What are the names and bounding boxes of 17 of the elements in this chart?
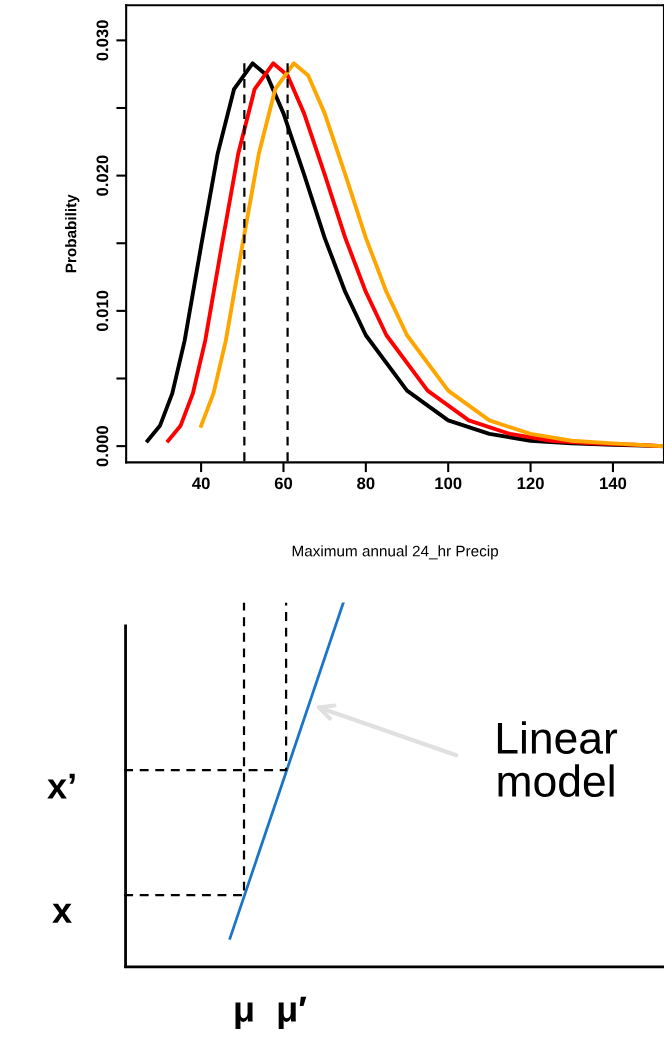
x-tick-label: 80 — [357, 477, 375, 490]
y-axis-title: Probability — [65, 194, 80, 273]
x-axis-title: Maximum annual 24_hr Precip — [292, 545, 499, 560]
text: Linear model — [497, 721, 618, 797]
y-tick-label: 0.030 — [96, 20, 109, 61]
x-tick-label: 120 — [517, 477, 544, 490]
text: x — [52, 903, 72, 923]
text: μ′ — [278, 996, 307, 1029]
y-tick-label: 0.000 — [96, 425, 109, 467]
x-tick-label: 60 — [274, 477, 293, 490]
y-tick-label: 0.010 — [96, 290, 109, 332]
text: x’ — [47, 773, 75, 799]
x-tick-label: 100 — [435, 477, 462, 490]
x-tick-label: 40 — [192, 477, 210, 490]
y-tick-label: 0.020 — [96, 155, 109, 196]
x-tick-label: 140 — [600, 477, 627, 490]
text: μ — [235, 1002, 253, 1029]
